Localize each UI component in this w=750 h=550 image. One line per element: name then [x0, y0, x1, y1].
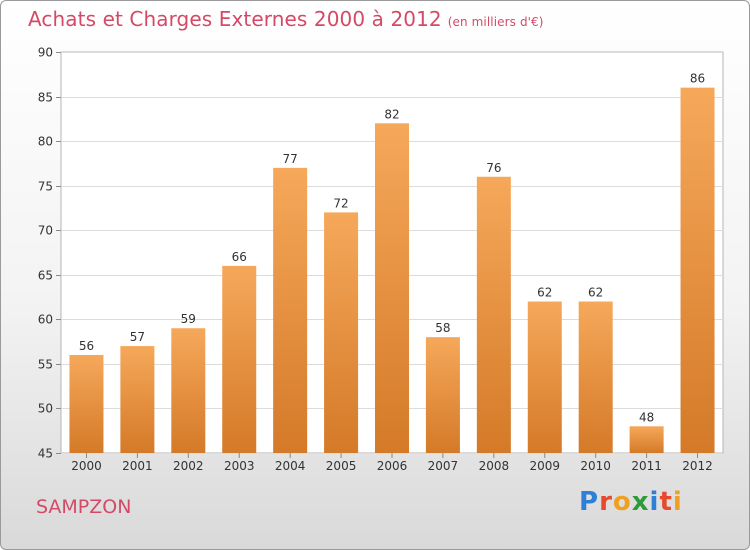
- bar: [476, 176, 511, 453]
- bar-value-label: 48: [639, 410, 654, 424]
- bar-value-label: 58: [435, 321, 450, 335]
- bar: [527, 301, 562, 453]
- bar: [629, 426, 664, 453]
- x-tick-label: 2004: [275, 459, 306, 473]
- bar: [273, 167, 308, 453]
- bar: [375, 123, 409, 454]
- bar-value-label: 57: [130, 330, 145, 344]
- bar-value-label: 72: [333, 196, 348, 210]
- bars: 56 57 59 66 77 72 82 58 76 62 62 48 86: [69, 72, 715, 454]
- bar: [69, 354, 104, 453]
- y-tick-label: 50: [38, 402, 53, 416]
- x-tick-label: 2012: [682, 459, 713, 473]
- x-tick-label: 2000: [71, 459, 102, 473]
- bar: [120, 346, 155, 453]
- bar-value-label: 77: [283, 152, 298, 166]
- bar: [324, 212, 359, 453]
- bar: [425, 337, 460, 453]
- y-tick-label: 60: [38, 313, 53, 327]
- chart-title: Achats et Charges Externes 2000 à 2012 (e…: [28, 7, 544, 31]
- y-axis: 45 50 55 60 65 70 75 80 85 90: [38, 46, 61, 461]
- x-tick-label: 2005: [326, 459, 357, 473]
- logo-letter: x: [631, 487, 650, 517]
- x-tick-label: 2003: [224, 459, 255, 473]
- y-tick-label: 65: [38, 269, 53, 283]
- y-tick-label: 70: [38, 224, 53, 238]
- bar-value-label: 62: [537, 286, 552, 300]
- bar-value-label: 76: [486, 161, 501, 175]
- bar: [680, 87, 715, 454]
- logo-letter: P: [579, 487, 600, 517]
- bar-value-label: 82: [384, 107, 399, 121]
- logo-letter: r: [599, 487, 613, 517]
- bar-value-label: 86: [690, 72, 705, 86]
- commune-name: SAMPZON: [36, 496, 132, 518]
- logo-letter: t: [659, 487, 673, 517]
- logo-letter: o: [612, 487, 632, 517]
- x-tick-label: 2002: [173, 459, 204, 473]
- bar: [222, 265, 257, 453]
- bar-value-label: 62: [588, 286, 603, 300]
- x-tick-label: 2001: [122, 459, 153, 473]
- x-tick-label: 2011: [631, 459, 662, 473]
- logo-letter: i: [672, 487, 683, 517]
- y-tick-label: 85: [38, 91, 53, 105]
- bar-value-label: 56: [79, 339, 94, 353]
- y-tick-label: 80: [38, 135, 53, 149]
- y-tick-label: 90: [38, 46, 53, 60]
- x-tick-label: 2008: [479, 459, 510, 473]
- bar-value-label: 66: [232, 250, 247, 264]
- y-tick-label: 55: [38, 358, 53, 372]
- chart-title-text: Achats et Charges Externes 2000 à 2012: [28, 7, 442, 31]
- x-axis: 2000 2001 2002 2003 2004 2005 2006 2007 2008 2009…: [71, 453, 713, 473]
- x-tick-label: 2007: [428, 459, 459, 473]
- x-tick-label: 2006: [377, 459, 408, 473]
- x-tick-label: 2009: [529, 459, 560, 473]
- logo-letter: i: [649, 487, 660, 517]
- y-tick-label: 75: [38, 180, 53, 194]
- x-tick-label: 2010: [580, 459, 611, 473]
- bar: [171, 328, 206, 453]
- y-tick-label: 45: [38, 447, 53, 461]
- bar-value-label: 59: [181, 312, 196, 326]
- bar: [578, 301, 613, 453]
- proxiti-logo: Proxiti: [579, 487, 683, 517]
- chart-subtitle: (en milliers d'€): [447, 15, 544, 29]
